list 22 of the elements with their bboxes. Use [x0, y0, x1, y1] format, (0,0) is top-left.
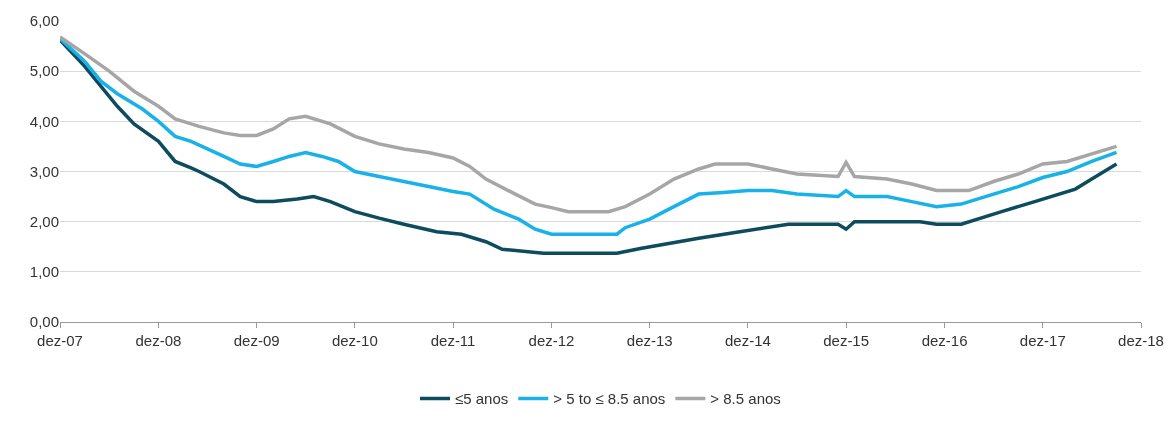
y-tick-label: 2,00 — [29, 212, 59, 230]
y-tick-label: 3,00 — [29, 162, 59, 180]
y-tick-label: 5,00 — [29, 62, 59, 80]
x-tick-label: dez-08 — [135, 332, 182, 349]
y-tick-label: 0,00 — [29, 313, 59, 331]
y-tick-label: 1,00 — [29, 263, 59, 281]
x-tick-label: dez-17 — [1019, 332, 1066, 349]
x-tick-label: dez-14 — [724, 332, 771, 349]
legend-label: ≤5 anos — [455, 390, 509, 408]
x-tick-label: dez-11 — [430, 332, 476, 349]
legend-label: > 5 to ≤ 8.5 anos — [553, 390, 666, 408]
legend-label: > 8.5 anos — [710, 390, 781, 408]
y-tick-label: 4,00 — [29, 112, 59, 130]
x-tick-label: dez-09 — [233, 332, 280, 349]
x-tick-label: dez-07 — [37, 332, 83, 349]
x-tick-label: dez-13 — [626, 332, 673, 349]
x-tick-label: dez-15 — [823, 332, 870, 349]
y-tick-label: 6,00 — [29, 12, 59, 30]
x-tick-label: dez-16 — [921, 332, 968, 349]
x-tick-label: dez-12 — [528, 332, 575, 349]
x-tick-label: dez-10 — [331, 332, 378, 349]
x-tick-label: dez-18 — [1118, 332, 1164, 349]
